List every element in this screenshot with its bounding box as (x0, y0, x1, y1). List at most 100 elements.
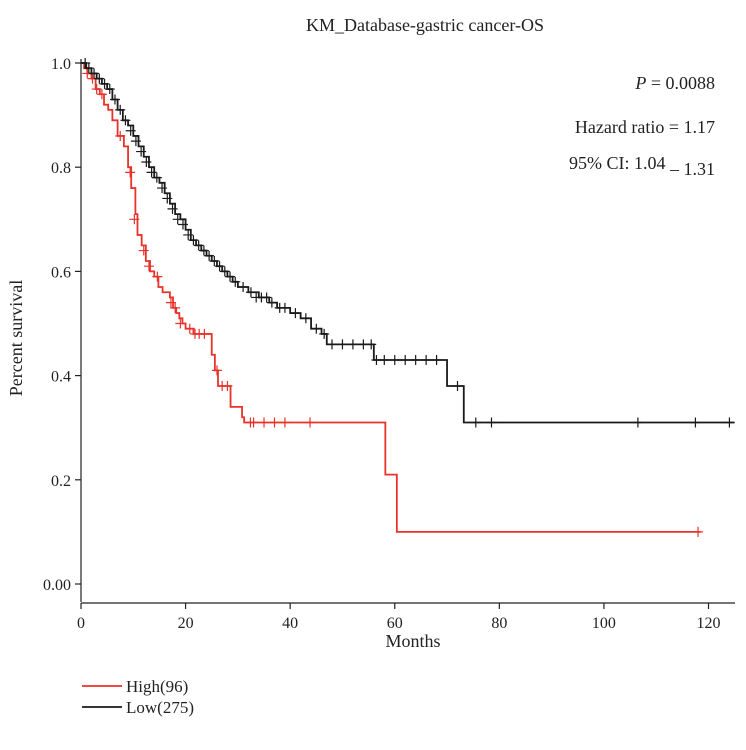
censor-mark (214, 261, 225, 272)
censor-mark (225, 271, 236, 282)
censor-mark (109, 94, 120, 105)
censor-mark (130, 136, 141, 147)
x-tick-label: 60 (387, 615, 403, 632)
censor-mark (199, 328, 210, 339)
censor-mark (170, 302, 181, 313)
x-tick-label: 120 (697, 615, 721, 632)
censor-mark (222, 381, 233, 392)
censor-mark (400, 354, 411, 365)
x-tick-label: 20 (178, 615, 194, 632)
censor-mark (470, 417, 481, 428)
legend-entry: Low(275) (126, 698, 194, 717)
censor-mark (89, 68, 100, 79)
censor-mark (143, 261, 154, 272)
hazard-ratio-annotation: Hazard ratio = 1.17 (575, 117, 715, 137)
censor-mark (690, 417, 701, 428)
censor-mark (693, 526, 704, 537)
y-tick-label: 0.4 (51, 369, 71, 386)
censor-mark (120, 115, 131, 126)
censor-mark (157, 183, 168, 194)
plot-area (80, 58, 735, 537)
legend-entry: High(96) (126, 677, 188, 696)
censor-mark (184, 323, 195, 334)
censor-mark (177, 219, 188, 230)
censor-mark (115, 104, 126, 115)
legend: High(96) Low(275) (82, 677, 194, 717)
censor-mark (279, 417, 290, 428)
censor-mark (219, 266, 230, 277)
censor-mark (129, 214, 140, 225)
censor-mark (115, 130, 126, 141)
censor-mark (162, 193, 173, 204)
censor-mark (172, 214, 183, 225)
censor-mark (193, 240, 204, 251)
y-tick-label: 0.00 (43, 577, 71, 594)
censor-mark (175, 318, 186, 329)
censor-mark (125, 167, 136, 178)
x-tick-label: 0 (77, 615, 85, 632)
x-tick-label: 80 (491, 615, 507, 632)
censor-mark (152, 271, 163, 282)
censor-mark (146, 167, 157, 178)
censor-mark (319, 328, 330, 339)
censor-mark (204, 250, 215, 261)
censor-mark (230, 276, 241, 287)
chart-title: KM_Database-gastric cancer-OS (306, 15, 544, 35)
censor-mark (431, 354, 442, 365)
censor-mark (452, 381, 463, 392)
axes: 0 20 40 60 80 100 120 0.00 0.2 0.4 0.6 0.8 1.0 (43, 56, 735, 632)
x-tick-label: 40 (282, 615, 298, 632)
censor-mark (269, 417, 280, 428)
censor-mark (83, 63, 94, 74)
p-value-annotation: P = 0.0088 (634, 73, 715, 93)
y-tick-label: 0.2 (51, 473, 71, 490)
y-tick-label: 0.8 (51, 160, 71, 177)
censor-mark (198, 245, 209, 256)
p-value: = 0.0088 (651, 73, 715, 93)
y-tick-label: 1.0 (51, 56, 71, 73)
censor-mark (104, 84, 115, 95)
censor-mark (632, 417, 643, 428)
censor-mark (80, 58, 91, 68)
ci-upper: 1.31 (684, 159, 716, 179)
ci-label: 95% CI: 1.04 (569, 153, 666, 173)
censor-mark (421, 354, 432, 365)
censor-mark (311, 323, 322, 334)
censor-mark (248, 417, 259, 428)
censor-mark (261, 292, 272, 303)
ci-annotation: 95% CI: 1.04 – 1.31 (569, 153, 715, 179)
censor-mark (183, 229, 194, 240)
censor-mark (94, 73, 105, 84)
censor-mark (337, 339, 348, 350)
ci-dash: – (669, 159, 680, 179)
censor-mark (211, 365, 222, 376)
censor-mark (279, 302, 290, 313)
censor-mark (724, 417, 735, 428)
censor-mark (410, 354, 421, 365)
censor-mark (305, 417, 316, 428)
censor-mark (188, 235, 199, 246)
censor-mark (99, 78, 110, 89)
censor-mark (389, 354, 400, 365)
censor-mark (165, 297, 176, 308)
censor-mark (245, 287, 256, 298)
censor-mark (366, 339, 377, 350)
y-axis-label: Percent survival (6, 280, 26, 396)
censor-mark (167, 203, 178, 214)
censor-mark (379, 354, 390, 365)
y-tick-label: 0.6 (51, 264, 71, 281)
censor-mark (486, 417, 497, 428)
censor-mark (266, 297, 277, 308)
x-tick-label: 100 (592, 615, 616, 632)
censor-mark (238, 282, 249, 293)
series-line-high (81, 62, 701, 533)
censor-mark (347, 339, 358, 350)
p-label: P (634, 73, 646, 93)
censor-mark (327, 339, 337, 350)
censor-mark (151, 172, 162, 183)
censor-mark (138, 245, 149, 256)
censor-mark (259, 417, 270, 428)
censor-mark (136, 146, 147, 157)
censor-mark (96, 89, 107, 100)
